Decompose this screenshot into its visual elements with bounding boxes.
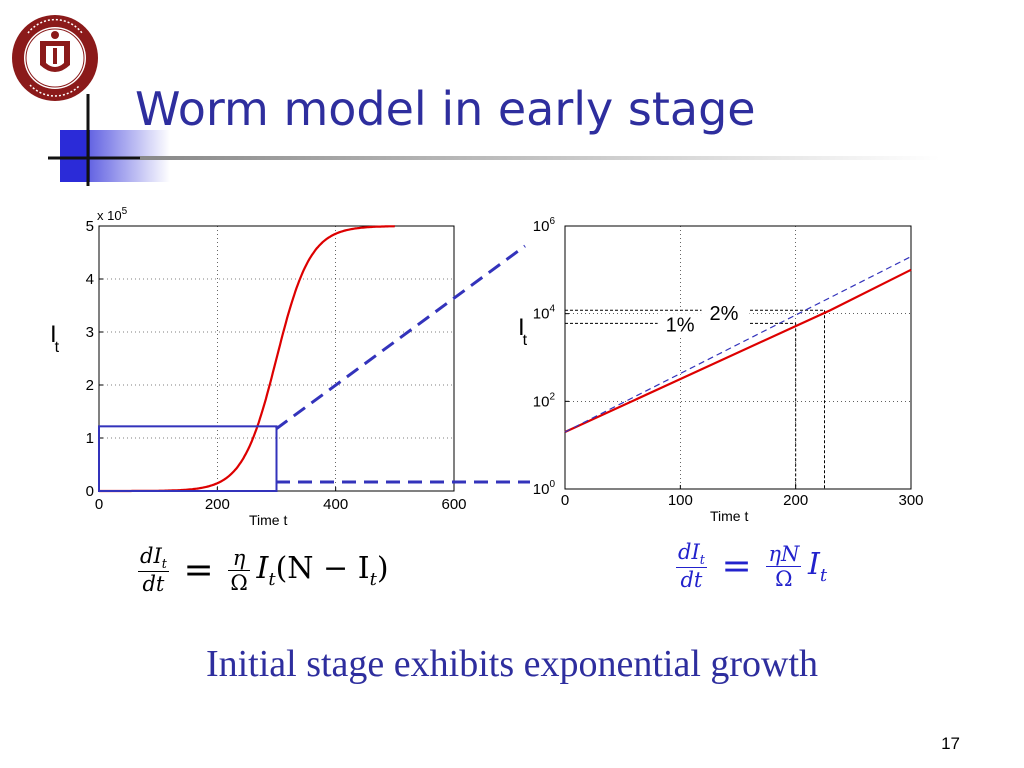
y-tick-label: 106: [533, 216, 556, 235]
annotation-label: 1%: [666, 314, 695, 336]
university-seal-logo: [12, 15, 98, 101]
log-series: [564, 256, 912, 433]
x-tick-label: 600: [441, 496, 466, 513]
x-tick-label: 0: [95, 496, 103, 513]
slide-subtitle: Initial stage exhibits exponential growt…: [205, 643, 819, 685]
coefficient-fraction: ηN Ω: [766, 541, 802, 591]
x-tick-label: 0: [561, 492, 569, 509]
log-x-axis-label: Time t: [710, 508, 748, 524]
slide-title: Worm model in early stage: [135, 82, 756, 136]
y-tick-label: 100: [533, 479, 556, 498]
annotation-background: [701, 302, 750, 326]
annotation-background: [657, 313, 706, 337]
x-tick-label: 100: [668, 492, 693, 509]
coefficient-fraction: η Ω: [228, 545, 250, 595]
zoom-box: [98, 425, 278, 492]
logistic-equation: dIt dt = η Ω It(N − It): [138, 544, 389, 597]
zoom-connector-top: [275, 244, 526, 431]
exponential-fit-line: [564, 256, 912, 433]
x-tick-label: 400: [323, 496, 348, 513]
derivative-fraction: dIt dt: [676, 540, 707, 593]
logistic-chart: 0 200 400 600 0 1 2 3 4 5 x 105 Time t It: [50, 206, 467, 528]
annotation-label: 2%: [710, 303, 739, 325]
logistic-y-axis-label: It: [50, 321, 60, 356]
x-tick-label: 300: [898, 492, 923, 509]
x-tick-label: 200: [205, 496, 230, 513]
title-decoration: [48, 94, 940, 186]
growth-annotations: 1% 2%: [657, 302, 750, 337]
exponential-equation: dIt dt = ηN Ω It: [676, 540, 828, 593]
log-y-axis-label: It: [518, 314, 528, 349]
y-tick-label: 2: [86, 377, 94, 394]
y-multiplier: x 105: [97, 206, 128, 223]
logistic-grid: [99, 226, 454, 491]
x-tick-label: 200: [783, 492, 808, 509]
derivative-fraction: dIt dt: [138, 544, 169, 597]
slide-number: 17: [941, 734, 960, 753]
y-tick-label: 4: [86, 271, 94, 288]
y-tick-label: 3: [86, 324, 94, 341]
log-chart: 0 100 200 300 100 102 104 106 1% 2% Time t It: [518, 216, 924, 524]
logistic-x-axis-label: Time t: [249, 512, 287, 528]
growth-curve: [564, 268, 912, 433]
y-tick-label: 104: [533, 304, 556, 323]
y-tick-label: 5: [86, 218, 94, 235]
y-tick-label: 0: [86, 483, 94, 500]
log-plot-frame: [564, 225, 912, 490]
logistic-ticks: 0 200 400 600 0 1 2 3 4 5: [86, 218, 467, 513]
y-tick-label: 1: [86, 430, 94, 447]
y-tick-label: 102: [533, 391, 556, 410]
